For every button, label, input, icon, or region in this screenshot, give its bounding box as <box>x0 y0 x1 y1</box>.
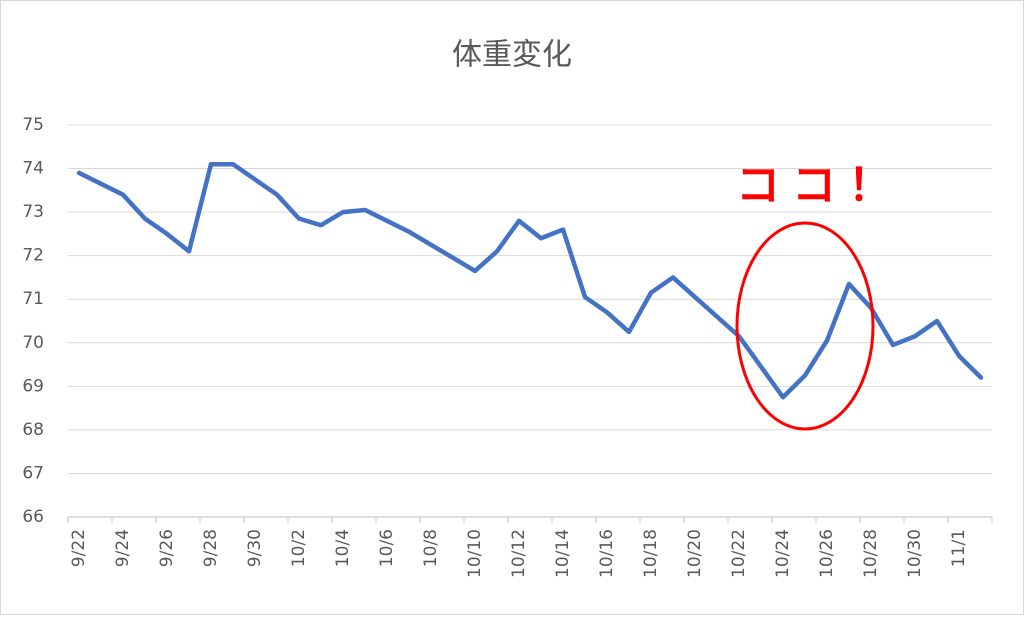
x-tick-label: 10/10 <box>465 529 485 578</box>
x-tick-label: 10/26 <box>817 529 837 578</box>
x-tick-label: 10/2 <box>289 529 309 567</box>
y-tick-label: 68 <box>22 420 44 440</box>
x-tick-label: 10/28 <box>861 529 881 578</box>
x-tick-label: 10/18 <box>641 529 661 578</box>
y-tick-label: 67 <box>22 463 44 483</box>
x-tick-label: 10/24 <box>773 529 793 578</box>
annotation: ココ！ <box>736 160 904 211</box>
x-tick-label: 9/30 <box>245 529 265 567</box>
x-tick-label: 10/8 <box>421 529 441 567</box>
x-tick-label: 10/6 <box>377 529 397 567</box>
y-tick-label: 71 <box>22 289 44 309</box>
x-tick-label: 9/22 <box>69 529 89 567</box>
y-tick-label: 69 <box>22 376 44 396</box>
x-tick-label: 10/4 <box>333 529 353 567</box>
x-tick-label: 9/28 <box>201 529 221 567</box>
x-tick-label: 10/30 <box>905 529 925 578</box>
x-tick-label: 11/1 <box>949 529 969 567</box>
x-tick-label: 9/24 <box>113 529 133 567</box>
y-tick-label: 75 <box>22 115 44 135</box>
x-tick-label: 10/22 <box>729 529 749 578</box>
y-tick-label: 73 <box>22 202 44 222</box>
y-tick-label: 70 <box>22 333 44 353</box>
y-tick-label: 74 <box>22 159 44 179</box>
chart-title: 体重変化 <box>452 38 572 73</box>
data-line <box>76 161 984 400</box>
x-tick-label: 10/14 <box>553 529 573 578</box>
y-tick-label: 72 <box>22 246 44 266</box>
x-tick-label: 9/26 <box>157 529 177 567</box>
y-tick-label: 66 <box>22 507 44 527</box>
x-tick-label: 10/20 <box>685 529 705 578</box>
x-tick-label: 10/16 <box>597 529 617 578</box>
highlight-ellipse <box>735 221 875 431</box>
x-tick-label: 10/12 <box>509 529 529 578</box>
